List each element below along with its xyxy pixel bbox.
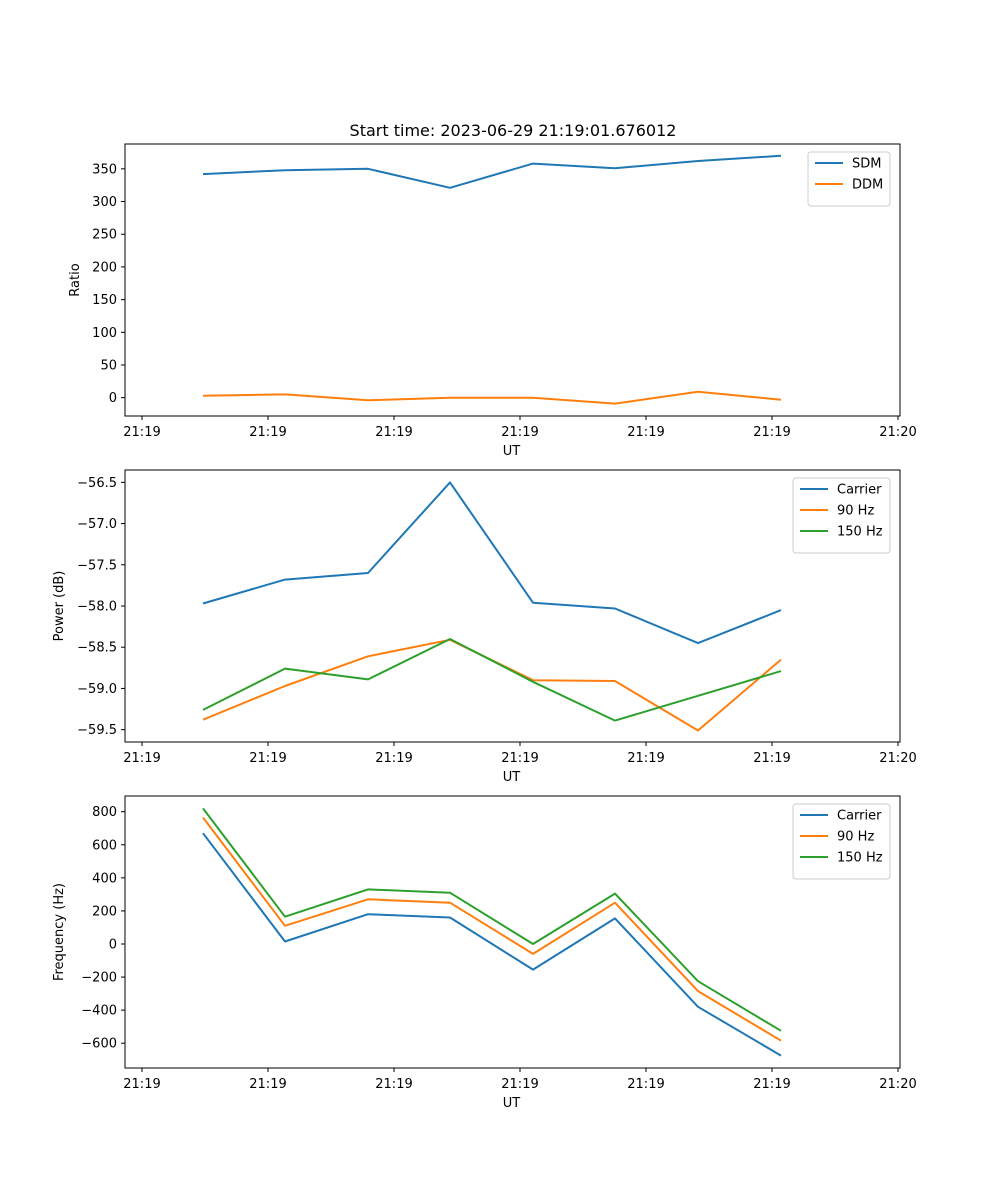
y-axis-label: Power (dB): [52, 571, 67, 642]
y-axis-label: Ratio: [68, 263, 83, 296]
x-tick-label: 21:20: [879, 1077, 916, 1092]
y-tick-label: −57.5: [77, 558, 117, 573]
x-tick-label: 21:20: [879, 425, 916, 440]
x-tick-label: 21:19: [249, 425, 286, 440]
x-tick-label: 21:19: [123, 425, 160, 440]
x-tick-label: 21:19: [753, 425, 790, 440]
legend-box: [807, 151, 891, 207]
x-tick-label: 21:19: [501, 1077, 538, 1092]
y-tick-label: −59.5: [77, 723, 117, 738]
legend-label: Carrier: [837, 809, 882, 824]
y-tick-label: 600: [92, 838, 117, 853]
legend-label: SDM: [852, 157, 881, 172]
legend-label: Carrier: [837, 483, 882, 498]
legend-box: [792, 477, 891, 554]
y-tick-label: 200: [92, 904, 117, 919]
y-tick-label: −600: [81, 1037, 117, 1052]
x-tick-label: 21:19: [501, 751, 538, 766]
x-tick-label: 21:19: [375, 425, 412, 440]
legend-label: 90 Hz: [837, 504, 874, 519]
y-tick-label: −59.0: [77, 682, 117, 697]
y-tick-label: −56.5: [77, 476, 117, 491]
y-tick-label: 300: [92, 195, 117, 210]
frequency-panel: 21:19 21:19 21:19 21:19 21:19 21:19 21:20 800 60…: [52, 795, 917, 1111]
legend-label: DDM: [852, 178, 883, 193]
legend-box: [792, 803, 891, 880]
x-tick-label: 21:19: [249, 751, 286, 766]
y-tick-label: 400: [92, 871, 117, 886]
x-tick-label: 21:20: [879, 751, 916, 766]
x-tick-label: 21:19: [123, 1077, 160, 1092]
series-line-90-hz: [202, 816, 782, 1042]
y-tick-label: −58.5: [77, 641, 117, 656]
frequency-axes-frame: [124, 795, 901, 1069]
y-tick-label: −58.0: [77, 600, 117, 615]
x-axis-label: UT: [503, 770, 521, 785]
x-tick-label: 21:19: [123, 751, 160, 766]
series-line-ddm: [202, 390, 782, 405]
series-line-carrier: [202, 481, 782, 645]
y-tick-label: 0: [109, 937, 117, 952]
figure-title: Start time: 2023-06-29 21:19:01.676012: [350, 121, 677, 140]
series-line-sdm: [202, 154, 782, 189]
y-axis-label: Frequency (Hz): [52, 883, 67, 981]
y-tick-label: 50: [100, 359, 117, 374]
series-line-carrier: [202, 832, 782, 1057]
legend-label: 150 Hz: [837, 851, 883, 866]
series-line-150-hz: [202, 807, 782, 1032]
y-tick-label: 0: [109, 391, 117, 406]
x-tick-label: 21:19: [753, 1077, 790, 1092]
y-tick-label: −400: [81, 1004, 117, 1019]
y-tick-label: −200: [81, 971, 117, 986]
y-tick-label: 150: [92, 293, 117, 308]
x-tick-label: 21:19: [375, 751, 412, 766]
x-tick-label: 21:19: [627, 1077, 664, 1092]
x-axis-label: UT: [503, 444, 521, 459]
x-tick-label: 21:19: [375, 1077, 412, 1092]
x-tick-label: 21:19: [627, 425, 664, 440]
ratio-axes-frame: [124, 143, 901, 417]
x-tick-label: 21:19: [501, 425, 538, 440]
y-tick-label: 350: [92, 162, 117, 177]
y-tick-label: −57.0: [77, 517, 117, 532]
legend-label: 150 Hz: [837, 525, 883, 540]
legend-label: 90 Hz: [837, 830, 874, 845]
power-panel: 21:19 21:19 21:19 21:19 21:19 21:19 21:20 −56.5…: [52, 469, 917, 785]
y-tick-label: 100: [92, 326, 117, 341]
y-tick-label: 200: [92, 260, 117, 275]
y-tick-label: 250: [92, 228, 117, 243]
ratio-panel: 21:19 21:19 21:19 21:19 21:19 21:19 21:20 0 50 10…: [68, 143, 917, 459]
x-tick-label: 21:19: [249, 1077, 286, 1092]
x-tick-label: 21:19: [627, 751, 664, 766]
series-line-150-hz: [202, 638, 782, 722]
x-axis-label: UT: [503, 1096, 521, 1111]
x-tick-label: 21:19: [753, 751, 790, 766]
y-tick-label: 800: [92, 805, 117, 820]
